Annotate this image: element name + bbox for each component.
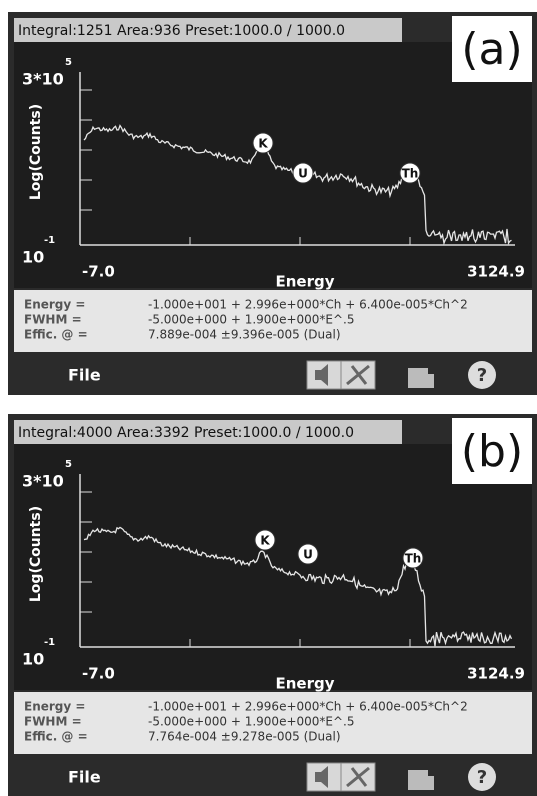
- x-max-label: 3124.9: [467, 263, 525, 281]
- calibration-label: Effic. @ =: [24, 328, 88, 342]
- y-max-label: 3*10: [22, 472, 64, 491]
- calibration-label: Energy =: [24, 298, 85, 312]
- help-label: ?: [477, 767, 487, 788]
- peak-label: K: [260, 534, 270, 548]
- x-min-label: -7.0: [82, 263, 115, 281]
- panel-label: (a): [461, 24, 522, 75]
- y-axis-label: Log(Counts): [28, 104, 44, 200]
- plot-area: [14, 484, 532, 690]
- file-menu[interactable]: File: [68, 768, 101, 787]
- y-max-exponent: 5: [65, 57, 72, 68]
- calibration-value: 7.889e-004 ±9.396e-005 (Dual): [148, 328, 341, 342]
- x-max-label: 3124.9: [467, 665, 525, 683]
- y-max-label: 3*10: [22, 70, 64, 89]
- calibration-value: -1.000e+001 + 2.996e+000*Ch + 6.400e-005…: [148, 700, 468, 714]
- y-axis-label: Log(Counts): [28, 506, 44, 602]
- x-axis-label: Energy: [275, 675, 334, 693]
- y-min-label: 10: [22, 248, 44, 267]
- help-label: ?: [477, 365, 487, 386]
- status-text: Integral:1251 Area:936 Preset:1000.0 / 1…: [18, 23, 345, 39]
- peak-label: Th: [405, 552, 422, 566]
- panel: Integral:4000 Area:3392 Preset:1000.0 / …: [8, 414, 537, 796]
- calibration-label: FWHM =: [24, 313, 82, 327]
- calibration-value: -1.000e+001 + 2.996e+000*Ch + 6.400e-005…: [148, 298, 468, 312]
- y-min-exponent: -1: [44, 235, 55, 246]
- calibration-value: 7.764e-004 ±9.278e-005 (Dual): [148, 730, 341, 744]
- peak-label: U: [303, 548, 313, 562]
- x-min-label: -7.0: [82, 665, 115, 683]
- calibration-value: -5.000e+000 + 1.900e+000*E^.5: [148, 715, 355, 729]
- y-min-label: 10: [22, 650, 44, 669]
- panel-label: (b): [461, 426, 523, 477]
- y-max-exponent: 5: [65, 459, 72, 470]
- plot-area: [14, 82, 532, 288]
- panel: Integral:1251 Area:936 Preset:1000.0 / 1…: [8, 12, 537, 395]
- y-min-exponent: -1: [44, 637, 55, 648]
- file-menu[interactable]: File: [68, 366, 101, 385]
- status-text: Integral:4000 Area:3392 Preset:1000.0 / …: [18, 425, 354, 441]
- peak-label: U: [298, 167, 308, 181]
- calibration-label: FWHM =: [24, 715, 82, 729]
- peak-label: Th: [402, 167, 419, 181]
- x-axis-label: Energy: [275, 273, 334, 291]
- calibration-value: -5.000e+000 + 1.900e+000*E^.5: [148, 313, 355, 327]
- calibration-label: Effic. @ =: [24, 730, 88, 744]
- peak-label: K: [258, 137, 268, 151]
- calibration-label: Energy =: [24, 700, 85, 714]
- screenshot: Integral:1251 Area:936 Preset:1000.0 / 1…: [0, 0, 537, 796]
